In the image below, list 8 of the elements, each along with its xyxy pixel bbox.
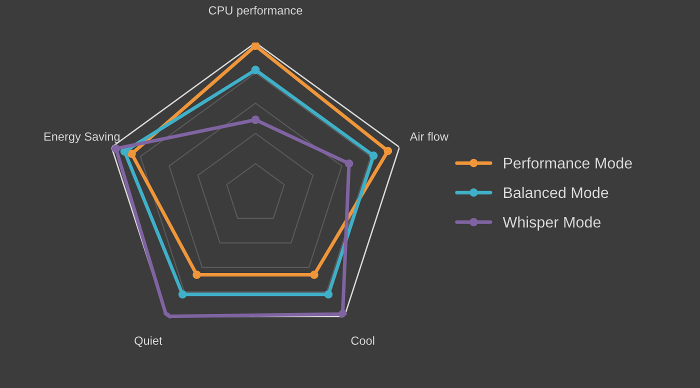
- legend-label: Performance Mode: [504, 157, 632, 169]
- legend-label: Balanced Mode: [504, 186, 608, 198]
- spoke-label: Cool: [351, 336, 374, 345]
- spoke-label: Air flow: [410, 132, 449, 141]
- spoke-label: Quiet: [134, 336, 162, 347]
- legend-label: Whisper Mode: [502, 216, 601, 231]
- spoke-label: Energy Saving: [44, 132, 120, 144]
- spoke-label: CPU performance: [208, 6, 302, 17]
